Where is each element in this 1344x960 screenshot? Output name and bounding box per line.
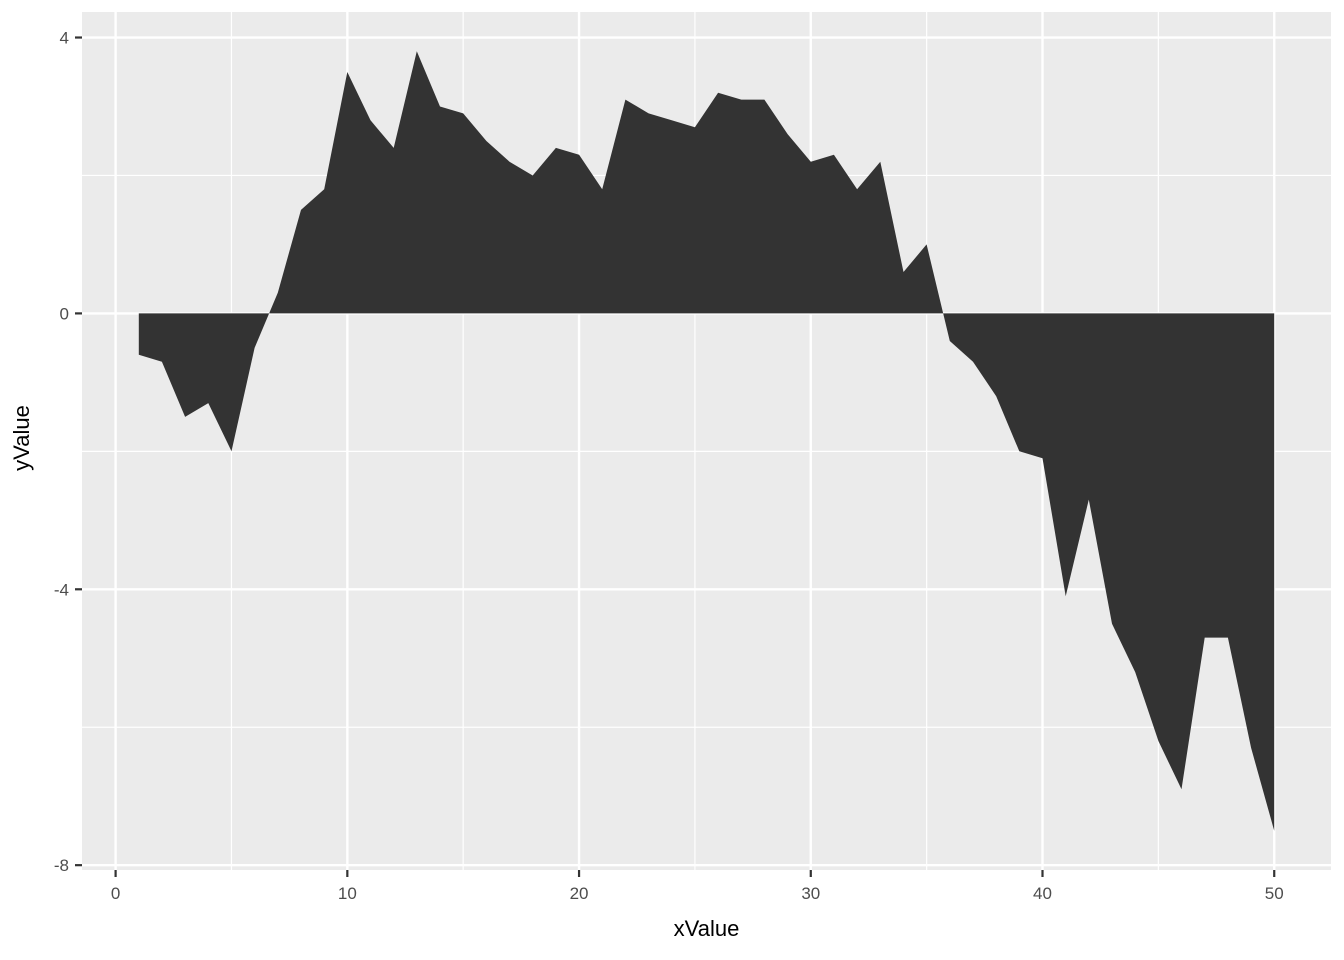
x-tick-label: 30 [801,884,820,903]
area-series [138,51,1275,831]
x-tick-label: 50 [1265,884,1284,903]
x-tick-label: 10 [338,884,357,903]
y-tick-label: 0 [60,304,69,323]
x-tick-label: 0 [111,884,120,903]
x-tick-label: 20 [570,884,589,903]
x-tick-label: 40 [1033,884,1052,903]
x-axis-title: xValue [673,916,740,941]
y-tick-label: -8 [54,856,69,875]
y-tick-label: 4 [60,29,69,48]
y-axis-title: yValue [9,405,34,471]
y-tick-label: -4 [54,580,69,599]
